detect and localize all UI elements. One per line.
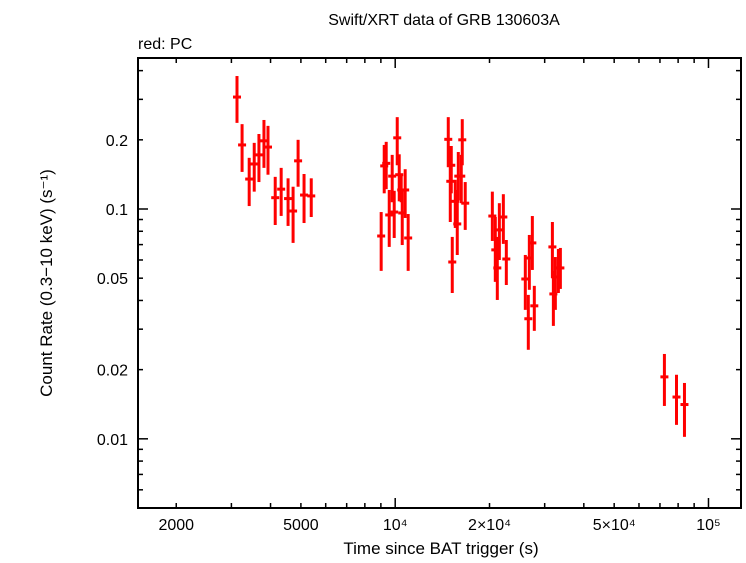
data-point [245,157,254,207]
data-point [453,189,462,255]
y-tick-label: 0.02 [97,363,128,380]
x-tick-label: 2000 [158,517,194,534]
data-point [238,124,247,172]
x-tick-label: 2×10⁴ [468,517,511,534]
data-point [556,247,565,289]
x-tick-label: 10⁴ [383,517,408,534]
data-point [502,240,511,285]
data-point [499,194,508,244]
data-point [493,236,502,300]
data-point [488,191,497,241]
data-point [307,178,316,217]
y-axis-label: Count Rate (0.3−10 keV) (s⁻¹) [37,169,56,397]
y-tick-label: 0.05 [97,271,128,288]
data-point [461,182,470,230]
data-point [294,139,303,187]
data-point [404,214,413,271]
x-tick-label: 10⁵ [696,517,720,534]
data-point [300,174,309,224]
x-axis-label: Time since BAT trigger (s) [343,539,538,558]
data-point [524,294,533,350]
data-point [448,236,457,294]
data-point [254,134,263,183]
data-point [385,189,394,247]
data-point [277,167,286,216]
data-point [447,145,456,194]
data-point [388,154,397,203]
data-point [548,221,557,278]
plot-frame [137,57,742,509]
data-point [528,216,537,270]
y-tick-label: 0.1 [106,202,128,219]
y-tick-label: 0.2 [106,133,128,150]
data-point [284,178,293,226]
data-point [680,382,689,437]
data-point [660,353,669,406]
data-point [382,141,391,190]
data-point [271,176,280,225]
data-point [377,212,386,271]
chart-subtitle: red: PC [138,36,192,53]
data-point [401,169,410,218]
data-point [672,374,681,425]
data-point [289,186,298,243]
data-point [390,190,399,238]
data-point [264,125,273,175]
x-tick-label: 5×10⁴ [593,517,636,534]
data-point [250,142,259,192]
y-tick-label: 0.01 [97,432,128,449]
chart-title: Swift/XRT data of GRB 130603A [328,12,560,29]
data-point [393,117,402,166]
data-point [232,76,241,123]
data-point [444,117,453,168]
data-point [530,285,539,331]
data-point [458,119,467,166]
x-tick-label: 5000 [283,517,319,534]
